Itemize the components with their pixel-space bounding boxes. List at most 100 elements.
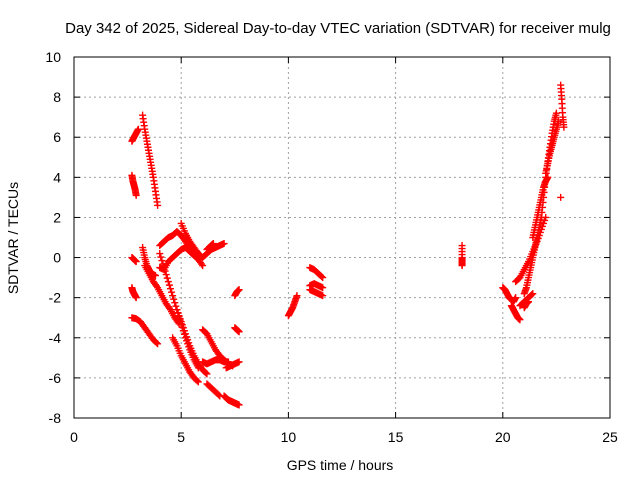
data-point [525, 298, 533, 306]
data-point [199, 262, 207, 270]
series-arc-e9 [520, 298, 533, 312]
data-point [153, 339, 161, 347]
series-arc-a4 [128, 314, 162, 348]
data-point [203, 370, 211, 378]
x-tick-label: 5 [177, 429, 185, 445]
data-point [170, 295, 178, 303]
series-arc-c4 [306, 286, 327, 300]
y-tick-label: -4 [49, 330, 62, 346]
data-point [557, 193, 565, 201]
data-point [169, 292, 177, 300]
data-points [128, 81, 568, 409]
x-axis-label: GPS time / hours [287, 457, 394, 473]
y-tick-label: -2 [49, 290, 62, 306]
data-point [157, 253, 165, 261]
x-tick-label: 25 [602, 429, 618, 445]
series-arc-e10 [557, 81, 568, 131]
data-point [529, 290, 537, 298]
data-point [552, 109, 560, 117]
series-arc-b3 [141, 262, 183, 328]
data-point [165, 304, 173, 312]
series-arc-b12 [199, 356, 232, 368]
data-point [198, 260, 206, 268]
data-point [162, 271, 170, 279]
data-point [319, 292, 327, 300]
x-tick-label: 15 [388, 429, 404, 445]
series-arc-b17 [231, 324, 243, 336]
data-point [132, 191, 140, 199]
data-point [516, 316, 524, 324]
data-point [318, 273, 326, 281]
y-tick-label: 10 [45, 49, 61, 65]
series-arc-b13 [203, 380, 224, 400]
series-arc-a2 [128, 171, 140, 199]
data-point [235, 401, 243, 409]
series-arc-b8 [169, 334, 202, 386]
data-point [209, 240, 217, 248]
data-point [202, 369, 210, 377]
data-point [163, 274, 171, 282]
data-point [134, 125, 142, 133]
data-point [160, 264, 168, 272]
plot-frame [73, 56, 611, 419]
series-arc-b5 [156, 244, 207, 274]
y-axis-label: SDTVAR / TECUs [5, 182, 21, 294]
y-tick-label: 8 [53, 89, 61, 105]
series-arc-a5 [128, 254, 140, 266]
data-point [560, 123, 568, 131]
data-point [154, 201, 162, 209]
y-tick-label: 6 [53, 129, 61, 145]
series-arc-e7 [542, 117, 563, 177]
data-point [458, 262, 466, 270]
series-arc-d1 [458, 242, 466, 270]
chart-title: Day 342 of 2025, Sidereal Day-to-day VTE… [65, 20, 611, 37]
grid-lines [74, 57, 610, 418]
data-point [172, 302, 180, 310]
data-point [555, 117, 563, 125]
data-point [171, 299, 179, 307]
data-point [319, 284, 327, 292]
series-arc-e1 [499, 284, 520, 306]
x-tick-label: 0 [70, 429, 78, 445]
data-point [194, 378, 202, 386]
series-arc-c1 [284, 292, 301, 320]
data-point [215, 391, 223, 399]
data-point [132, 294, 140, 302]
series-arc-b1 [139, 111, 162, 209]
data-point [193, 377, 201, 385]
data-point [158, 257, 166, 265]
data-point [161, 267, 169, 275]
series-arc-b14 [220, 392, 243, 409]
data-point [156, 250, 164, 258]
data-point [168, 288, 176, 296]
series-arc-e2 [507, 302, 524, 324]
data-point [153, 282, 161, 290]
y-tick-label: 2 [53, 209, 61, 225]
data-point [154, 340, 162, 348]
x-tick-label: 20 [495, 429, 511, 445]
series-arc-a3 [128, 284, 140, 302]
data-point [319, 274, 327, 282]
series-arc-e11 [557, 193, 565, 201]
data-point [164, 278, 172, 286]
series-arc-b15 [222, 358, 243, 372]
x-tick-labels: 0 5 10 15 20 25 [70, 429, 618, 445]
series-arc-a1 [128, 125, 142, 145]
y-tick-label: 0 [53, 250, 61, 266]
series-arc-c2 [306, 264, 327, 282]
y-tick-label: -8 [49, 410, 62, 426]
series-arc-b10 [203, 240, 217, 254]
y-tick-label: 4 [53, 169, 61, 185]
series-arc-e4 [520, 213, 545, 298]
data-point [220, 240, 228, 248]
y-tick-label: -6 [49, 370, 62, 386]
series-arc-b16 [231, 286, 243, 300]
data-point [132, 258, 140, 266]
data-point [235, 358, 243, 366]
axis-ticks [73, 56, 611, 419]
data-point [165, 281, 173, 289]
y-tick-labels: -8 -6 -4 -2 0 2 4 6 8 10 [45, 49, 61, 426]
data-point [166, 285, 174, 293]
data-point [235, 328, 243, 336]
